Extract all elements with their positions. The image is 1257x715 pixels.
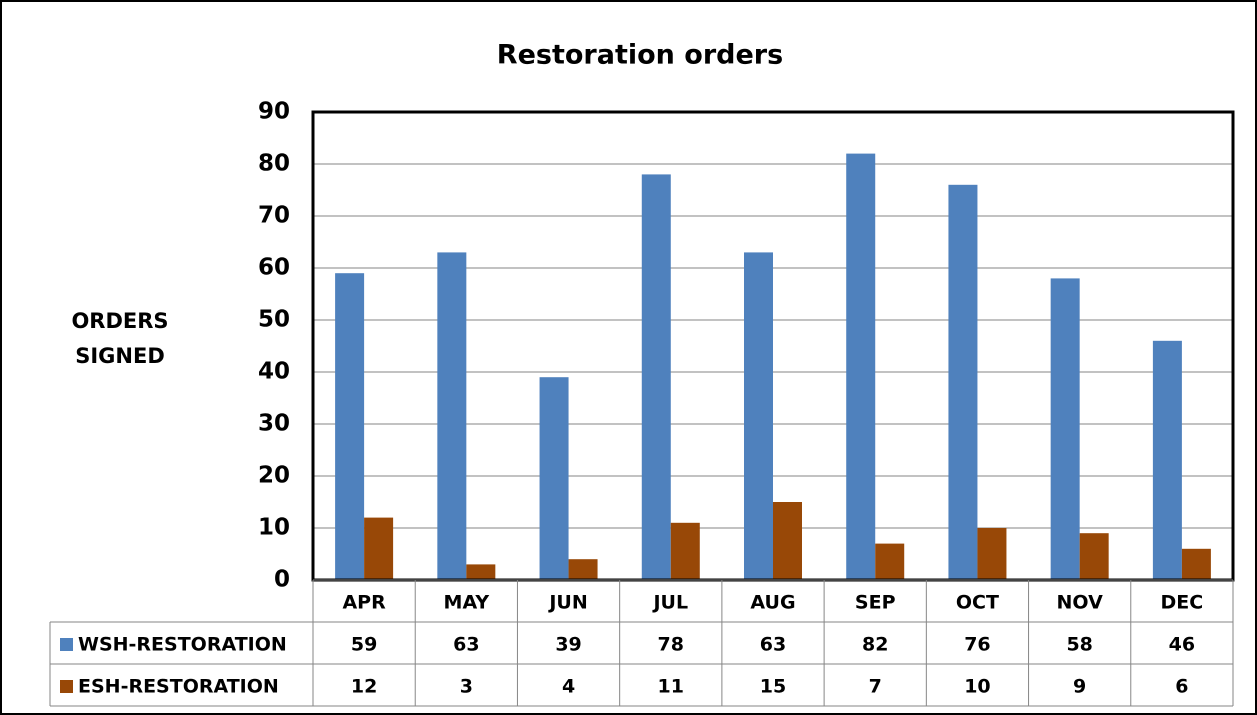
y-tick-label: 40 bbox=[258, 359, 290, 385]
bar bbox=[1152, 340, 1182, 580]
bar bbox=[948, 184, 978, 581]
table-value: 3 bbox=[460, 676, 473, 698]
bar bbox=[1181, 548, 1211, 580]
legend-key bbox=[60, 638, 73, 651]
bar bbox=[539, 377, 569, 580]
x-tick-label: JUN bbox=[547, 592, 587, 614]
y-tick-label: 60 bbox=[258, 255, 290, 281]
y-axis-title: SIGNED bbox=[75, 344, 165, 368]
x-tick-label: OCT bbox=[956, 592, 999, 614]
bar bbox=[437, 252, 467, 580]
table-value: 11 bbox=[658, 676, 684, 698]
table-value: 15 bbox=[760, 676, 786, 698]
table-value: 63 bbox=[453, 634, 479, 656]
table-value: 12 bbox=[351, 676, 377, 698]
table-value: 4 bbox=[562, 676, 575, 698]
legend-key bbox=[60, 680, 73, 693]
legend-label: WSH-RESTORATION bbox=[78, 634, 287, 656]
y-tick-label: 0 bbox=[274, 567, 290, 593]
y-tick-label: 20 bbox=[258, 463, 290, 489]
y-tick-label: 70 bbox=[258, 203, 290, 229]
table-value: 59 bbox=[351, 634, 377, 656]
x-tick-label: AUG bbox=[750, 592, 795, 614]
table-value: 63 bbox=[760, 634, 786, 656]
table-value: 82 bbox=[862, 634, 888, 656]
table-value: 7 bbox=[869, 676, 882, 698]
bar bbox=[1079, 533, 1109, 580]
bar bbox=[670, 522, 700, 580]
table-value: 76 bbox=[964, 634, 990, 656]
bar bbox=[773, 502, 802, 580]
bar bbox=[466, 564, 496, 580]
table-value: 10 bbox=[964, 676, 990, 698]
x-tick-label: NOV bbox=[1057, 592, 1104, 614]
table-value: 39 bbox=[555, 634, 581, 656]
bar bbox=[744, 252, 773, 580]
table-value: 58 bbox=[1066, 634, 1092, 656]
x-tick-label: SEP bbox=[855, 592, 896, 614]
y-tick-label: 90 bbox=[258, 99, 290, 125]
y-axis-title: ORDERS bbox=[71, 309, 168, 333]
x-tick-label: JUL bbox=[651, 592, 688, 614]
y-tick-label: 50 bbox=[258, 307, 290, 333]
x-tick-label: MAY bbox=[444, 592, 490, 614]
table-value: 6 bbox=[1175, 676, 1188, 698]
bar bbox=[846, 153, 876, 580]
table-value: 46 bbox=[1169, 634, 1195, 656]
y-tick-label: 80 bbox=[258, 151, 290, 177]
bar bbox=[335, 273, 365, 580]
y-tick-label: 30 bbox=[258, 411, 290, 437]
bar bbox=[641, 174, 671, 580]
table-value: 78 bbox=[658, 634, 684, 656]
bar bbox=[364, 517, 394, 580]
x-tick-label: DEC bbox=[1161, 592, 1204, 614]
bar bbox=[568, 559, 598, 580]
bar bbox=[875, 543, 905, 580]
legend-label: ESH-RESTORATION bbox=[78, 676, 279, 698]
bar bbox=[1050, 278, 1080, 580]
table-value: 9 bbox=[1073, 676, 1086, 698]
x-tick-label: APR bbox=[342, 592, 386, 614]
y-tick-label: 10 bbox=[258, 515, 290, 541]
chart-title: Restoration orders bbox=[497, 40, 783, 71]
bar bbox=[977, 528, 1007, 580]
